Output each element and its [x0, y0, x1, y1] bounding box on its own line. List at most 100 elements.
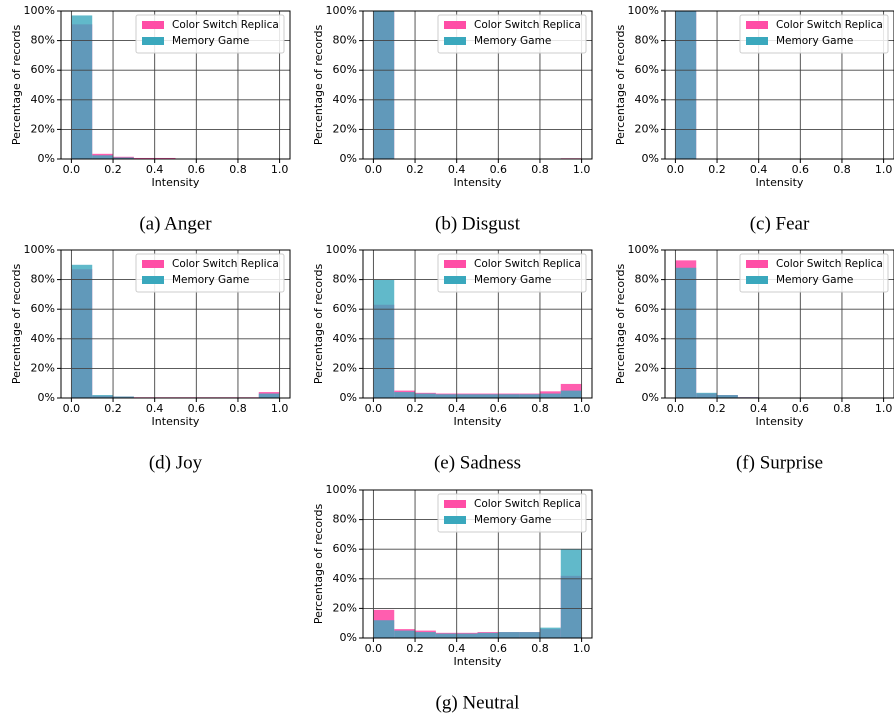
hist-bar — [498, 394, 520, 398]
legend-label: Color Switch Replica — [474, 19, 581, 31]
subplot: 0% 20% 40% 60% 80% 100% 0.0 0.2 0.4 0.6 0.8 1.0 Inte… — [312, 483, 593, 713]
x-tick-label: 0.4 — [146, 163, 164, 176]
hist-bar — [113, 396, 134, 398]
x-tick-label: 0.8 — [833, 402, 851, 415]
x-tick-label: 0.0 — [365, 642, 383, 655]
y-tick-label: 40% — [333, 572, 357, 585]
hist-bar — [717, 395, 738, 398]
x-tick-label: 1.0 — [573, 642, 591, 655]
legend: Color Switch Replica Memory Game — [739, 253, 889, 293]
x-tick-label: 0.6 — [490, 642, 508, 655]
x-tick-label: 0.4 — [448, 402, 466, 415]
hist-bar — [71, 15, 93, 159]
x-tick-label: 0.0 — [667, 402, 685, 415]
y-tick-label: 60% — [31, 63, 55, 76]
hist-bar — [71, 264, 93, 398]
legend-swatch — [444, 276, 466, 284]
legend: Color Switch Replica Memory Game — [135, 253, 285, 293]
y-tick-label: 60% — [333, 63, 357, 76]
hist-bar — [675, 11, 697, 159]
y-tick-label: 20% — [31, 122, 55, 135]
x-tick-label: 0.6 — [490, 163, 508, 176]
caption: (f) Surprise — [736, 452, 823, 473]
y-tick-label: 60% — [31, 302, 55, 315]
y-tick-label: 80% — [31, 34, 55, 47]
hist-bar — [154, 157, 176, 159]
hist-bar — [435, 633, 457, 638]
hist-bar — [560, 549, 582, 638]
y-tick-label: 0% — [340, 152, 357, 165]
hist-bar — [456, 394, 478, 398]
y-tick-label: 80% — [31, 273, 55, 286]
x-axis-label: Intensity — [454, 655, 502, 668]
x-axis-label: Intensity — [454, 415, 502, 428]
y-tick-label: 20% — [333, 601, 357, 614]
legend-box — [739, 14, 889, 54]
subplot: 0% 20% 40% 60% 80% 100% 0.0 0.2 0.4 0.6 0.8 1.0 Inte… — [312, 243, 593, 473]
legend-label: Color Switch Replica — [776, 19, 883, 31]
caption: (b) Disgust — [435, 213, 521, 234]
legend-box — [135, 253, 285, 293]
y-tick-label: 80% — [635, 273, 659, 286]
axes-frame — [362, 10, 593, 160]
legend: Color Switch Replica Memory Game — [739, 14, 889, 54]
x-tick-label: 0.6 — [490, 402, 508, 415]
x-tick-label: 0.2 — [406, 402, 424, 415]
x-tick-label: 0.8 — [531, 642, 549, 655]
y-axis-label: Percentage of records — [614, 25, 627, 146]
y-tick-label: 40% — [31, 93, 55, 106]
hist-bar — [675, 267, 697, 398]
y-tick-label: 100% — [24, 243, 55, 256]
hist-bar — [477, 632, 499, 638]
legend-swatch — [444, 37, 466, 45]
legend-swatch — [444, 21, 466, 29]
subplot: 0% 20% 40% 60% 80% 100% 0.0 0.2 0.4 0.6 0.8 1.0 Inte… — [10, 243, 291, 473]
legend-label: Memory Game — [776, 274, 853, 286]
x-axis-label: Intensity — [152, 415, 200, 428]
x-tick-label: 0.6 — [792, 402, 810, 415]
legend: Color Switch Replica Memory Game — [437, 253, 587, 293]
legend: Color Switch Replica Memory Game — [437, 493, 587, 533]
subplot: 0% 20% 40% 60% 80% 100% 0.0 0.2 0.4 0.6 0.8 1.0 Inte… — [10, 4, 291, 234]
legend-swatch — [444, 260, 466, 268]
axes-frame — [362, 489, 593, 639]
y-tick-label: 40% — [333, 93, 357, 106]
hist-bar — [394, 630, 416, 638]
legend-swatch — [142, 276, 164, 284]
x-tick-label: 0.2 — [708, 402, 726, 415]
caption: (d) Joy — [149, 452, 203, 473]
y-tick-label: 60% — [635, 302, 659, 315]
x-tick-label: 0.6 — [188, 163, 206, 176]
x-tick-label: 0.0 — [63, 402, 81, 415]
hist-bar — [373, 620, 395, 638]
y-tick-label: 80% — [333, 273, 357, 286]
x-tick-label: 1.0 — [875, 402, 893, 415]
x-tick-label: 0.0 — [63, 163, 81, 176]
legend-label: Memory Game — [474, 35, 551, 47]
caption: (e) Sadness — [434, 452, 521, 473]
hist-bar — [258, 393, 280, 398]
caption: (a) Anger — [139, 213, 212, 234]
x-axis-label: Intensity — [152, 176, 200, 189]
legend-swatch — [142, 37, 164, 45]
legend-swatch — [444, 500, 466, 508]
hist-bar — [519, 394, 540, 398]
legend-label: Memory Game — [474, 274, 551, 286]
x-tick-label: 0.0 — [365, 163, 383, 176]
x-tick-label: 0.4 — [448, 642, 466, 655]
x-tick-label: 0.2 — [406, 642, 424, 655]
hist-bar — [519, 632, 540, 638]
x-axis-label: Intensity — [756, 415, 804, 428]
x-tick-label: 1.0 — [271, 163, 289, 176]
hist-bar — [415, 393, 436, 398]
y-tick-label: 100% — [326, 4, 357, 17]
y-tick-label: 80% — [635, 34, 659, 47]
y-tick-label: 20% — [635, 361, 659, 374]
y-tick-label: 20% — [31, 361, 55, 374]
legend-box — [437, 14, 587, 54]
y-tick-label: 60% — [333, 302, 357, 315]
x-tick-label: 1.0 — [573, 163, 591, 176]
legend: Color Switch Replica Memory Game — [135, 14, 285, 54]
x-tick-label: 0.4 — [750, 163, 768, 176]
y-axis-label: Percentage of records — [312, 25, 325, 146]
